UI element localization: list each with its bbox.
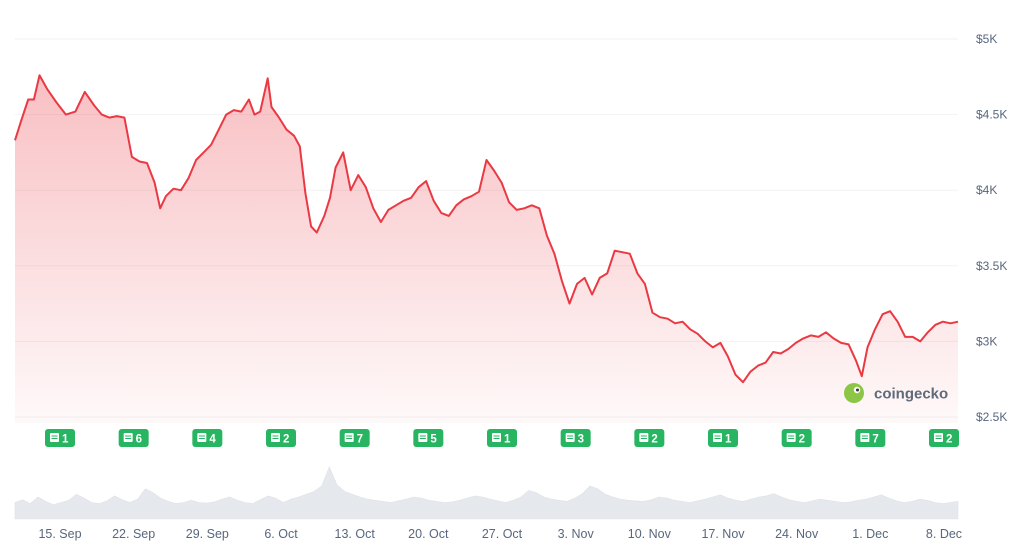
badge-bg: [708, 429, 738, 447]
news-icon: [344, 433, 354, 442]
x-axis: 15. Sep 22. Sep 29. Sep 6. Oct 13. Oct 20. Oc…: [38, 527, 962, 541]
news-icon: [565, 433, 575, 442]
badge-count: 2: [283, 434, 289, 446]
y-tick-label: $2.5K: [976, 410, 1007, 424]
x-tick-label: 15. Sep: [38, 527, 81, 541]
x-tick-label: 17. Nov: [701, 527, 745, 541]
badge-bg: [560, 429, 591, 447]
news-badge[interactable]: 2: [266, 429, 296, 447]
x-tick-label: 13. Oct: [335, 527, 376, 541]
x-tick-label: 6. Oct: [264, 527, 298, 541]
badge-bg: [118, 429, 149, 447]
badge-count: 2: [946, 434, 952, 446]
badge-count: 1: [62, 434, 69, 446]
price-area-fill: [15, 75, 958, 424]
badge-bg: [634, 429, 665, 447]
gecko-logo-icon: [844, 383, 864, 403]
news-badge[interactable]: 2: [634, 429, 665, 447]
news-badge[interactable]: 3: [560, 429, 591, 447]
badge-bg: [266, 429, 296, 447]
x-tick-label: 27. Oct: [482, 527, 523, 541]
badge-bg: [413, 429, 444, 447]
y-tick-label: $4K: [976, 183, 997, 197]
x-tick-label: 29. Sep: [186, 527, 229, 541]
x-tick-label: 24. Nov: [775, 527, 819, 541]
news-icon: [639, 433, 649, 442]
coingecko-watermark: coingecko: [844, 383, 948, 403]
news-badge[interactable]: 4: [192, 429, 223, 447]
badge-bg: [781, 429, 812, 447]
badge-bg: [929, 429, 959, 447]
y-tick-label: $3.5K: [976, 259, 1007, 273]
x-tick-label: 3. Nov: [558, 527, 595, 541]
news-badge[interactable]: 1: [45, 429, 75, 447]
y-tick-label: $5K: [976, 32, 997, 46]
news-icon: [860, 433, 870, 442]
news-icon: [418, 433, 428, 442]
news-icon: [197, 433, 207, 442]
news-badge[interactable]: 7: [339, 429, 370, 447]
badge-count: 4: [209, 434, 216, 446]
badge-count: 1: [504, 434, 511, 446]
news-icon: [713, 433, 722, 442]
volume-fill: [14, 466, 959, 520]
news-icon: [50, 433, 59, 442]
x-tick-label: 20. Oct: [408, 527, 449, 541]
badge-count: 7: [872, 434, 878, 446]
news-icon: [492, 433, 501, 442]
x-tick-label: 22. Sep: [112, 527, 155, 541]
volume-area: [14, 466, 959, 520]
watermark-text: coingecko: [874, 386, 948, 403]
news-badge[interactable]: 7: [855, 429, 886, 447]
news-badge[interactable]: 2: [781, 429, 812, 447]
news-icon: [123, 433, 133, 442]
badge-count: 7: [357, 434, 363, 446]
news-badge[interactable]: 2: [929, 429, 959, 447]
x-tick-label: 1. Dec: [852, 527, 888, 541]
badge-count: 2: [651, 434, 657, 446]
news-badge[interactable]: 1: [708, 429, 738, 447]
x-tick-label: 8. Dec: [926, 527, 962, 541]
badge-bg: [487, 429, 517, 447]
y-axis: $5K $4.5K $4K $3.5K $3K $2.5K: [976, 32, 1007, 424]
price-line[interactable]: [14, 74, 959, 384]
badge-count: 5: [430, 434, 437, 446]
news-icon: [271, 433, 280, 442]
badge-bg: [192, 429, 223, 447]
badge-count: 1: [725, 434, 732, 446]
badge-bg: [855, 429, 886, 447]
news-badge[interactable]: 5: [413, 429, 444, 447]
news-badge[interactable]: 1: [487, 429, 517, 447]
badge-count: 3: [578, 434, 584, 446]
badge-bg: [45, 429, 75, 447]
news-badge[interactable]: 6: [118, 429, 149, 447]
badge-count: 6: [136, 434, 142, 446]
news-icon: [786, 433, 796, 442]
y-tick-label: $4.5K: [976, 108, 1007, 122]
badge-count: 2: [799, 434, 805, 446]
x-tick-label: 10. Nov: [628, 527, 672, 541]
news-icon: [934, 433, 943, 442]
y-tick-label: $3K: [976, 334, 997, 348]
badge-bg: [339, 429, 370, 447]
